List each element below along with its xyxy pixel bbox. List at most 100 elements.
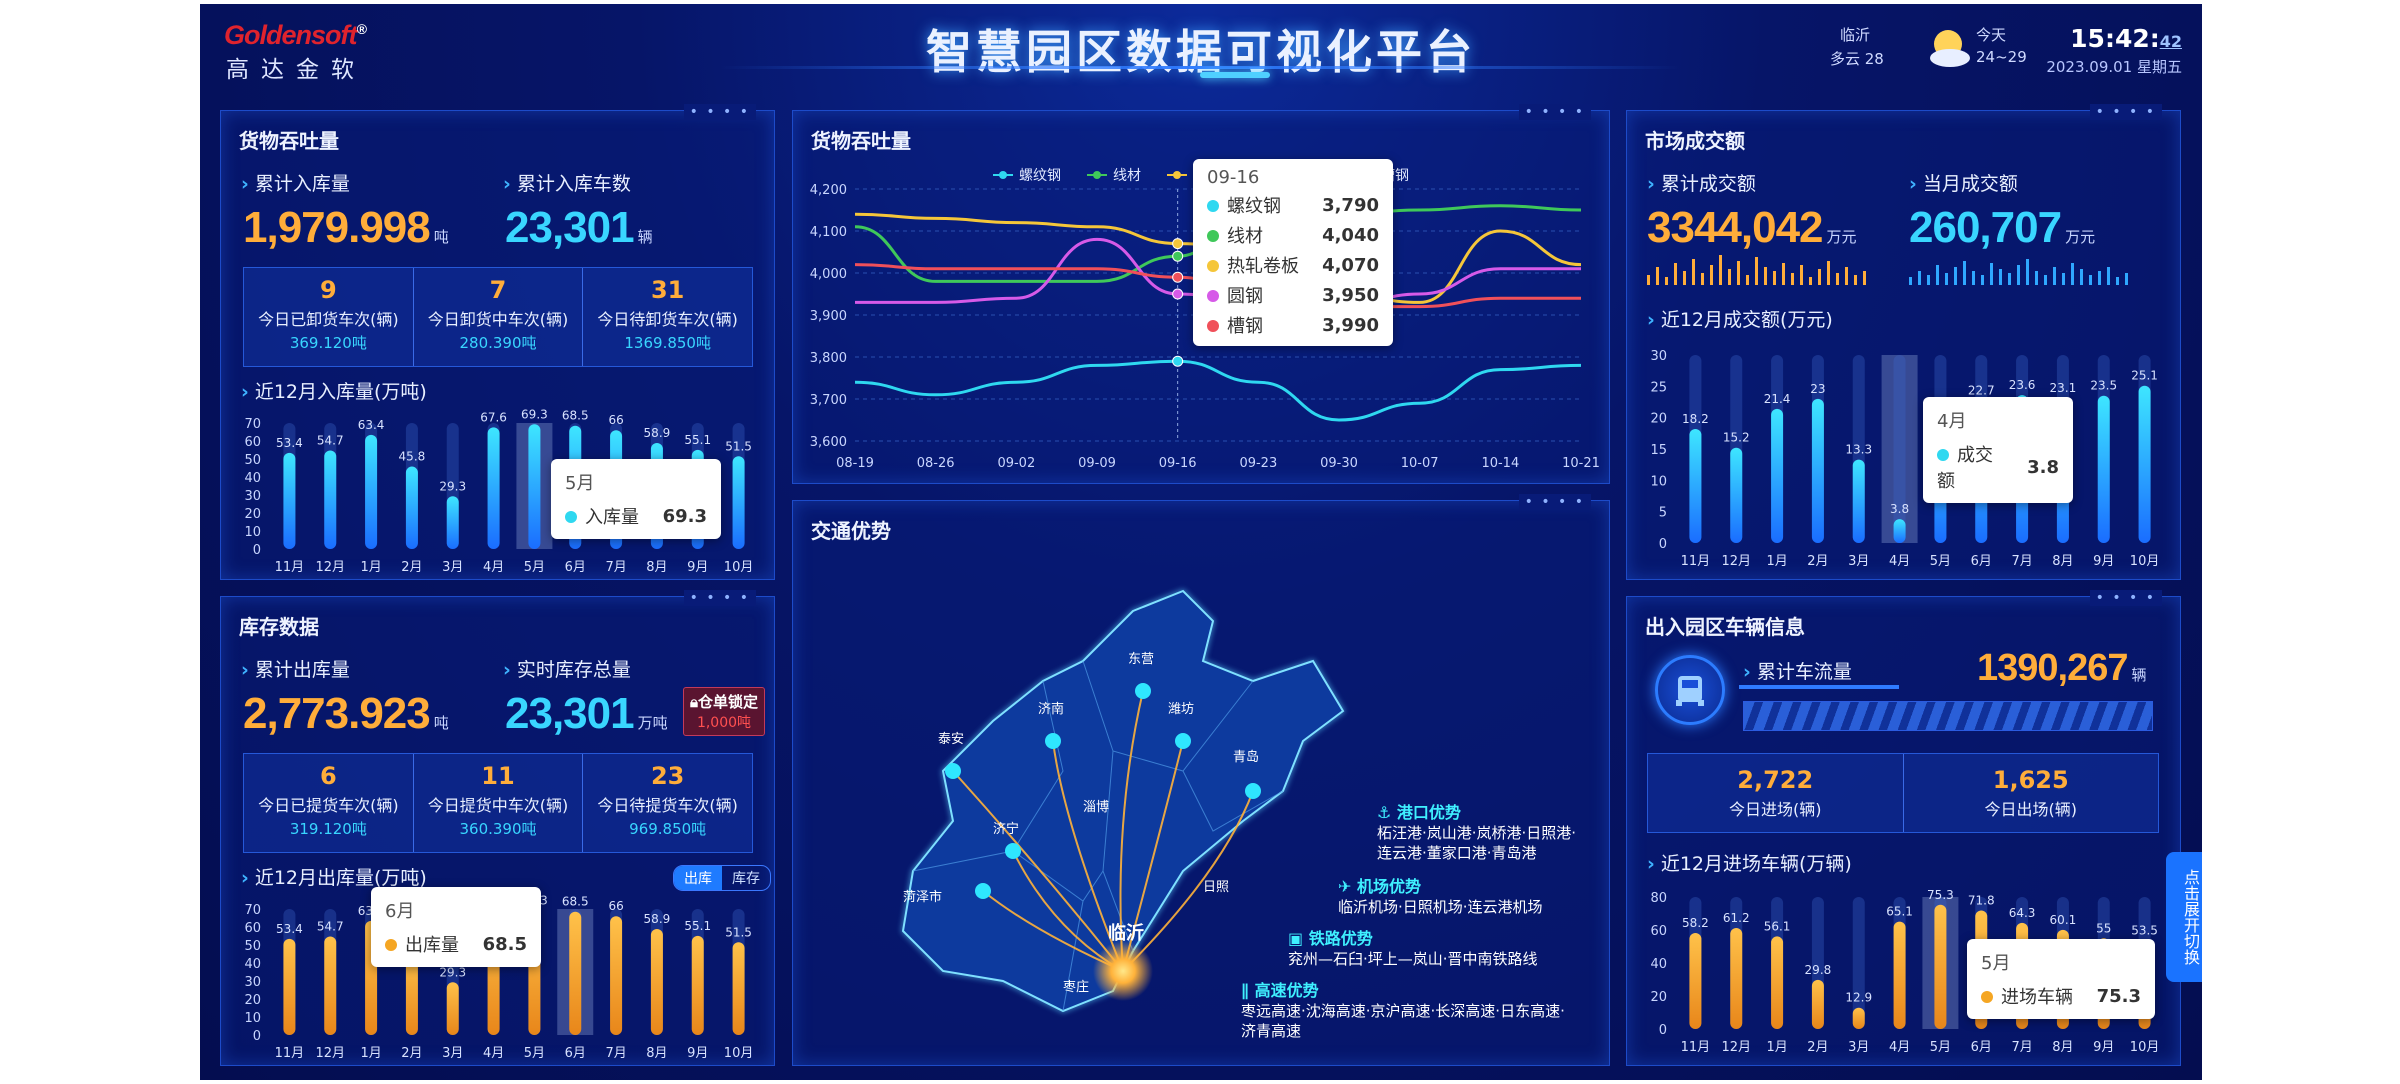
x-tick-label: 1月 <box>1766 554 1787 569</box>
expand-switch-button[interactable]: 点击展开切换 <box>2166 852 2202 982</box>
x-tick-label: 9月 <box>687 1046 708 1061</box>
legend-dot-icon <box>1207 290 1219 302</box>
spark-bar <box>2026 259 2029 285</box>
series-point <box>1172 288 1184 300</box>
bar-value-label: 51.5 <box>725 439 752 453</box>
spark-bar <box>1954 267 1957 285</box>
bar-value-label: 53.5 <box>2131 924 2158 938</box>
y-tick-label: 3,700 <box>810 393 847 408</box>
bar <box>732 456 745 549</box>
toggle-out[interactable]: 出库 <box>674 866 722 890</box>
market-total-label: 累计成交额 <box>1647 169 1756 196</box>
x-tick-label: 08-19 <box>836 456 874 471</box>
series-point <box>1172 271 1184 283</box>
map-city-label: 菏泽市 <box>903 889 942 905</box>
bar-value-label: 61.2 <box>1723 911 1750 925</box>
x-tick-label: 11月 <box>1681 1040 1711 1055</box>
out-stock-toggle[interactable]: 出库 库存 <box>673 865 771 891</box>
x-tick-label: 4月 <box>483 1046 504 1061</box>
market-total-value: 3344,042 万元 <box>1647 203 1857 252</box>
y-tick-label: 30 <box>244 489 261 504</box>
bar <box>1852 459 1865 543</box>
anchor-icon: ⚓︎ <box>1377 803 1397 822</box>
bar-value-label: 23.6 <box>2009 378 2036 392</box>
line-chart-tooltip: 09-16 螺纹钢 3,790 线材 4,040 热轧卷板 4,070 圆钢 3,950… <box>1193 159 1393 346</box>
bar-track <box>1893 355 1906 543</box>
x-tick-label: 5月 <box>524 1046 545 1061</box>
x-tick-label: 10-14 <box>1481 456 1519 471</box>
market-month-label: 当月成交额 <box>1909 169 2018 196</box>
spark-bar <box>1710 265 1713 285</box>
panel-dots-icon: • • • • <box>1518 104 1591 120</box>
y-tick-label: 50 <box>244 939 261 954</box>
x-tick-label: 5月 <box>524 560 545 575</box>
bar-value-label: 58.2 <box>1682 916 1709 930</box>
bar-value-label: 67.6 <box>480 410 507 424</box>
x-tick-label: 7月 <box>2011 1040 2032 1055</box>
panel-dots-icon: • • • • <box>1518 494 1591 510</box>
x-tick-label: 3月 <box>442 560 463 575</box>
out-chart-tooltip: 6月 出库量 68.5 <box>371 887 541 967</box>
spark-bar <box>2107 267 2110 285</box>
x-tick-label: 7月 <box>2011 554 2032 569</box>
legend-dot-icon <box>1207 230 1219 242</box>
spark-bars-orange <box>1647 255 1866 285</box>
bar <box>283 452 296 549</box>
port-info: ⚓︎ 港口优势 柘汪港·岚山港·岚桥港·日照港· 连云港·董家口港·青岛港 <box>1377 803 1577 862</box>
x-tick-label: 09-09 <box>1078 456 1116 471</box>
y-tick-label: 80 <box>1650 891 1667 906</box>
legend-line-icon <box>993 171 1013 179</box>
bar-value-label: 64.3 <box>2009 906 2036 920</box>
panel-title: 市场成交额 <box>1645 129 1745 153</box>
bar-value-label: 23.1 <box>2050 381 2077 395</box>
bar-value-label: 58.9 <box>644 426 671 440</box>
y-tick-label: 0 <box>1659 537 1667 552</box>
x-tick-label: 4月 <box>483 560 504 575</box>
bar <box>446 982 459 1035</box>
header-divider <box>720 66 1680 69</box>
in-chart-tooltip: 5月 入库量 69.3 <box>551 459 721 539</box>
legend-item[interactable]: 螺纹钢 <box>993 165 1061 185</box>
stock-label: 实时库存总量 <box>503 655 631 682</box>
bar-value-label: 12.9 <box>1845 991 1872 1005</box>
y-tick-label: 30 <box>1650 349 1667 364</box>
bar-value-label: 25.1 <box>2131 369 2158 383</box>
bar-value-label: 65.1 <box>1886 905 1913 919</box>
bar-value-label: 22.7 <box>1968 384 1995 398</box>
y-tick-label: 50 <box>244 453 261 468</box>
map-city-label: 临沂 <box>1108 922 1144 944</box>
spark-bar <box>1755 257 1758 285</box>
panel-title: 出入园区车辆信息 <box>1645 615 1805 639</box>
highway-info: ∥ 高速优势 枣远高速·沈海高速·京沪高速·长深高速·日东高速· 济青高速 <box>1241 981 1565 1040</box>
spark-bar <box>1863 271 1866 285</box>
y-tick-label: 5 <box>1659 506 1667 521</box>
bar-value-label: 54.7 <box>317 434 344 448</box>
stat-cell: 2,722 今日进场(辆) <box>1648 754 1904 832</box>
y-tick-label: 60 <box>1650 924 1667 939</box>
toggle-stock[interactable]: 库存 <box>732 871 760 887</box>
bar <box>1811 979 1824 1029</box>
y-tick-label: 0 <box>253 543 261 558</box>
bar-value-label: 55.1 <box>684 433 711 447</box>
chart-label: 近12月成交额(万元) <box>1647 305 1833 332</box>
bar <box>650 928 663 1035</box>
x-tick-label: 6月 <box>565 560 586 575</box>
spark-bar <box>1818 269 1821 285</box>
bar-track <box>1852 897 1865 1029</box>
rail-info: ▣ 铁路优势 兖州—石臼·坪上—岚山·晋中南铁路线 <box>1288 929 1538 968</box>
flow-label: 累计车流量 <box>1743 657 1852 684</box>
bar <box>691 935 704 1035</box>
bar-value-label: 66 <box>608 899 623 913</box>
legend-item[interactable]: 线材 <box>1087 165 1141 185</box>
legend-line-icon <box>1087 171 1107 179</box>
airport-info: ✈︎ 机场优势 临沂机场·日照机场·连云港机场 <box>1338 877 1543 916</box>
spark-bar <box>1764 267 1767 285</box>
y-tick-label: 4,000 <box>810 267 847 282</box>
bar-value-label: 55.1 <box>684 919 711 933</box>
y-tick-label: 20 <box>244 993 261 1008</box>
spark-bar <box>1854 275 1857 285</box>
panel-dots-icon: • • • • <box>683 104 756 120</box>
